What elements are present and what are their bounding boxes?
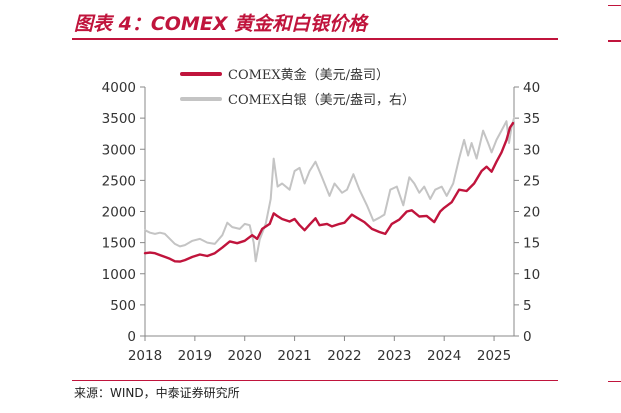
side-rule-mid bbox=[608, 40, 621, 42]
x-tick-label: 2024 bbox=[427, 348, 461, 364]
side-rule-top bbox=[608, 5, 621, 6]
y-right-tick-label: 10 bbox=[523, 267, 540, 283]
y-left-tick-label: 1000 bbox=[102, 267, 136, 283]
x-tick-label: 2018 bbox=[128, 348, 162, 364]
series-layer bbox=[143, 117, 515, 263]
silver-price-line bbox=[144, 117, 515, 263]
legend: COMEX黄金（美元/盎司） COMEX白银（美元/盎司，右） bbox=[180, 67, 415, 108]
y-right-tick-label: 20 bbox=[523, 205, 540, 221]
y-left-tick-label: 4000 bbox=[102, 80, 136, 96]
y-left-tick-label: 1500 bbox=[102, 236, 136, 252]
legend-label-silver: COMEX白银（美元/盎司，右） bbox=[228, 92, 415, 108]
figure-title: 图表 4：COMEX 黄金和白银价格 bbox=[74, 13, 368, 35]
y-right-tick-label: 35 bbox=[523, 111, 540, 127]
y-right-tick-label: 15 bbox=[523, 236, 540, 252]
x-tick-label: 2020 bbox=[228, 348, 262, 364]
y-left-tick-label: 0 bbox=[127, 329, 136, 345]
gold-price-line bbox=[143, 121, 515, 263]
legend-label-gold: COMEX黄金（美元/盎司） bbox=[228, 67, 389, 83]
axes: 0 500 1000 1500 2000 2500 3000 3500 4000 0 5 10 15 20… bbox=[102, 80, 541, 364]
source-note: 来源：WIND，中泰证券研究所 bbox=[74, 386, 240, 400]
x-tick-label: 2023 bbox=[377, 348, 411, 364]
y-left-tick-label: 3000 bbox=[102, 142, 136, 158]
side-rule-bottom bbox=[608, 381, 621, 382]
y-right-tick-label: 40 bbox=[523, 80, 540, 96]
source-rule bbox=[72, 380, 558, 381]
x-tick-label: 2021 bbox=[277, 348, 311, 364]
x-tick-label: 2019 bbox=[178, 348, 212, 364]
title-rule bbox=[72, 38, 558, 40]
x-tick-label: 2022 bbox=[327, 348, 361, 364]
y-left-tick-label: 2000 bbox=[102, 205, 136, 221]
y-right-tick-label: 5 bbox=[523, 298, 532, 314]
y-left-tick-label: 2500 bbox=[102, 173, 136, 189]
y-left-tick-label: 3500 bbox=[102, 111, 136, 127]
y-right-tick-label: 25 bbox=[523, 173, 540, 189]
x-tick-label: 2025 bbox=[477, 348, 511, 364]
y-right-tick-label: 30 bbox=[523, 142, 540, 158]
y-right-tick-label: 0 bbox=[523, 329, 532, 345]
y-left-tick-label: 500 bbox=[110, 298, 136, 314]
